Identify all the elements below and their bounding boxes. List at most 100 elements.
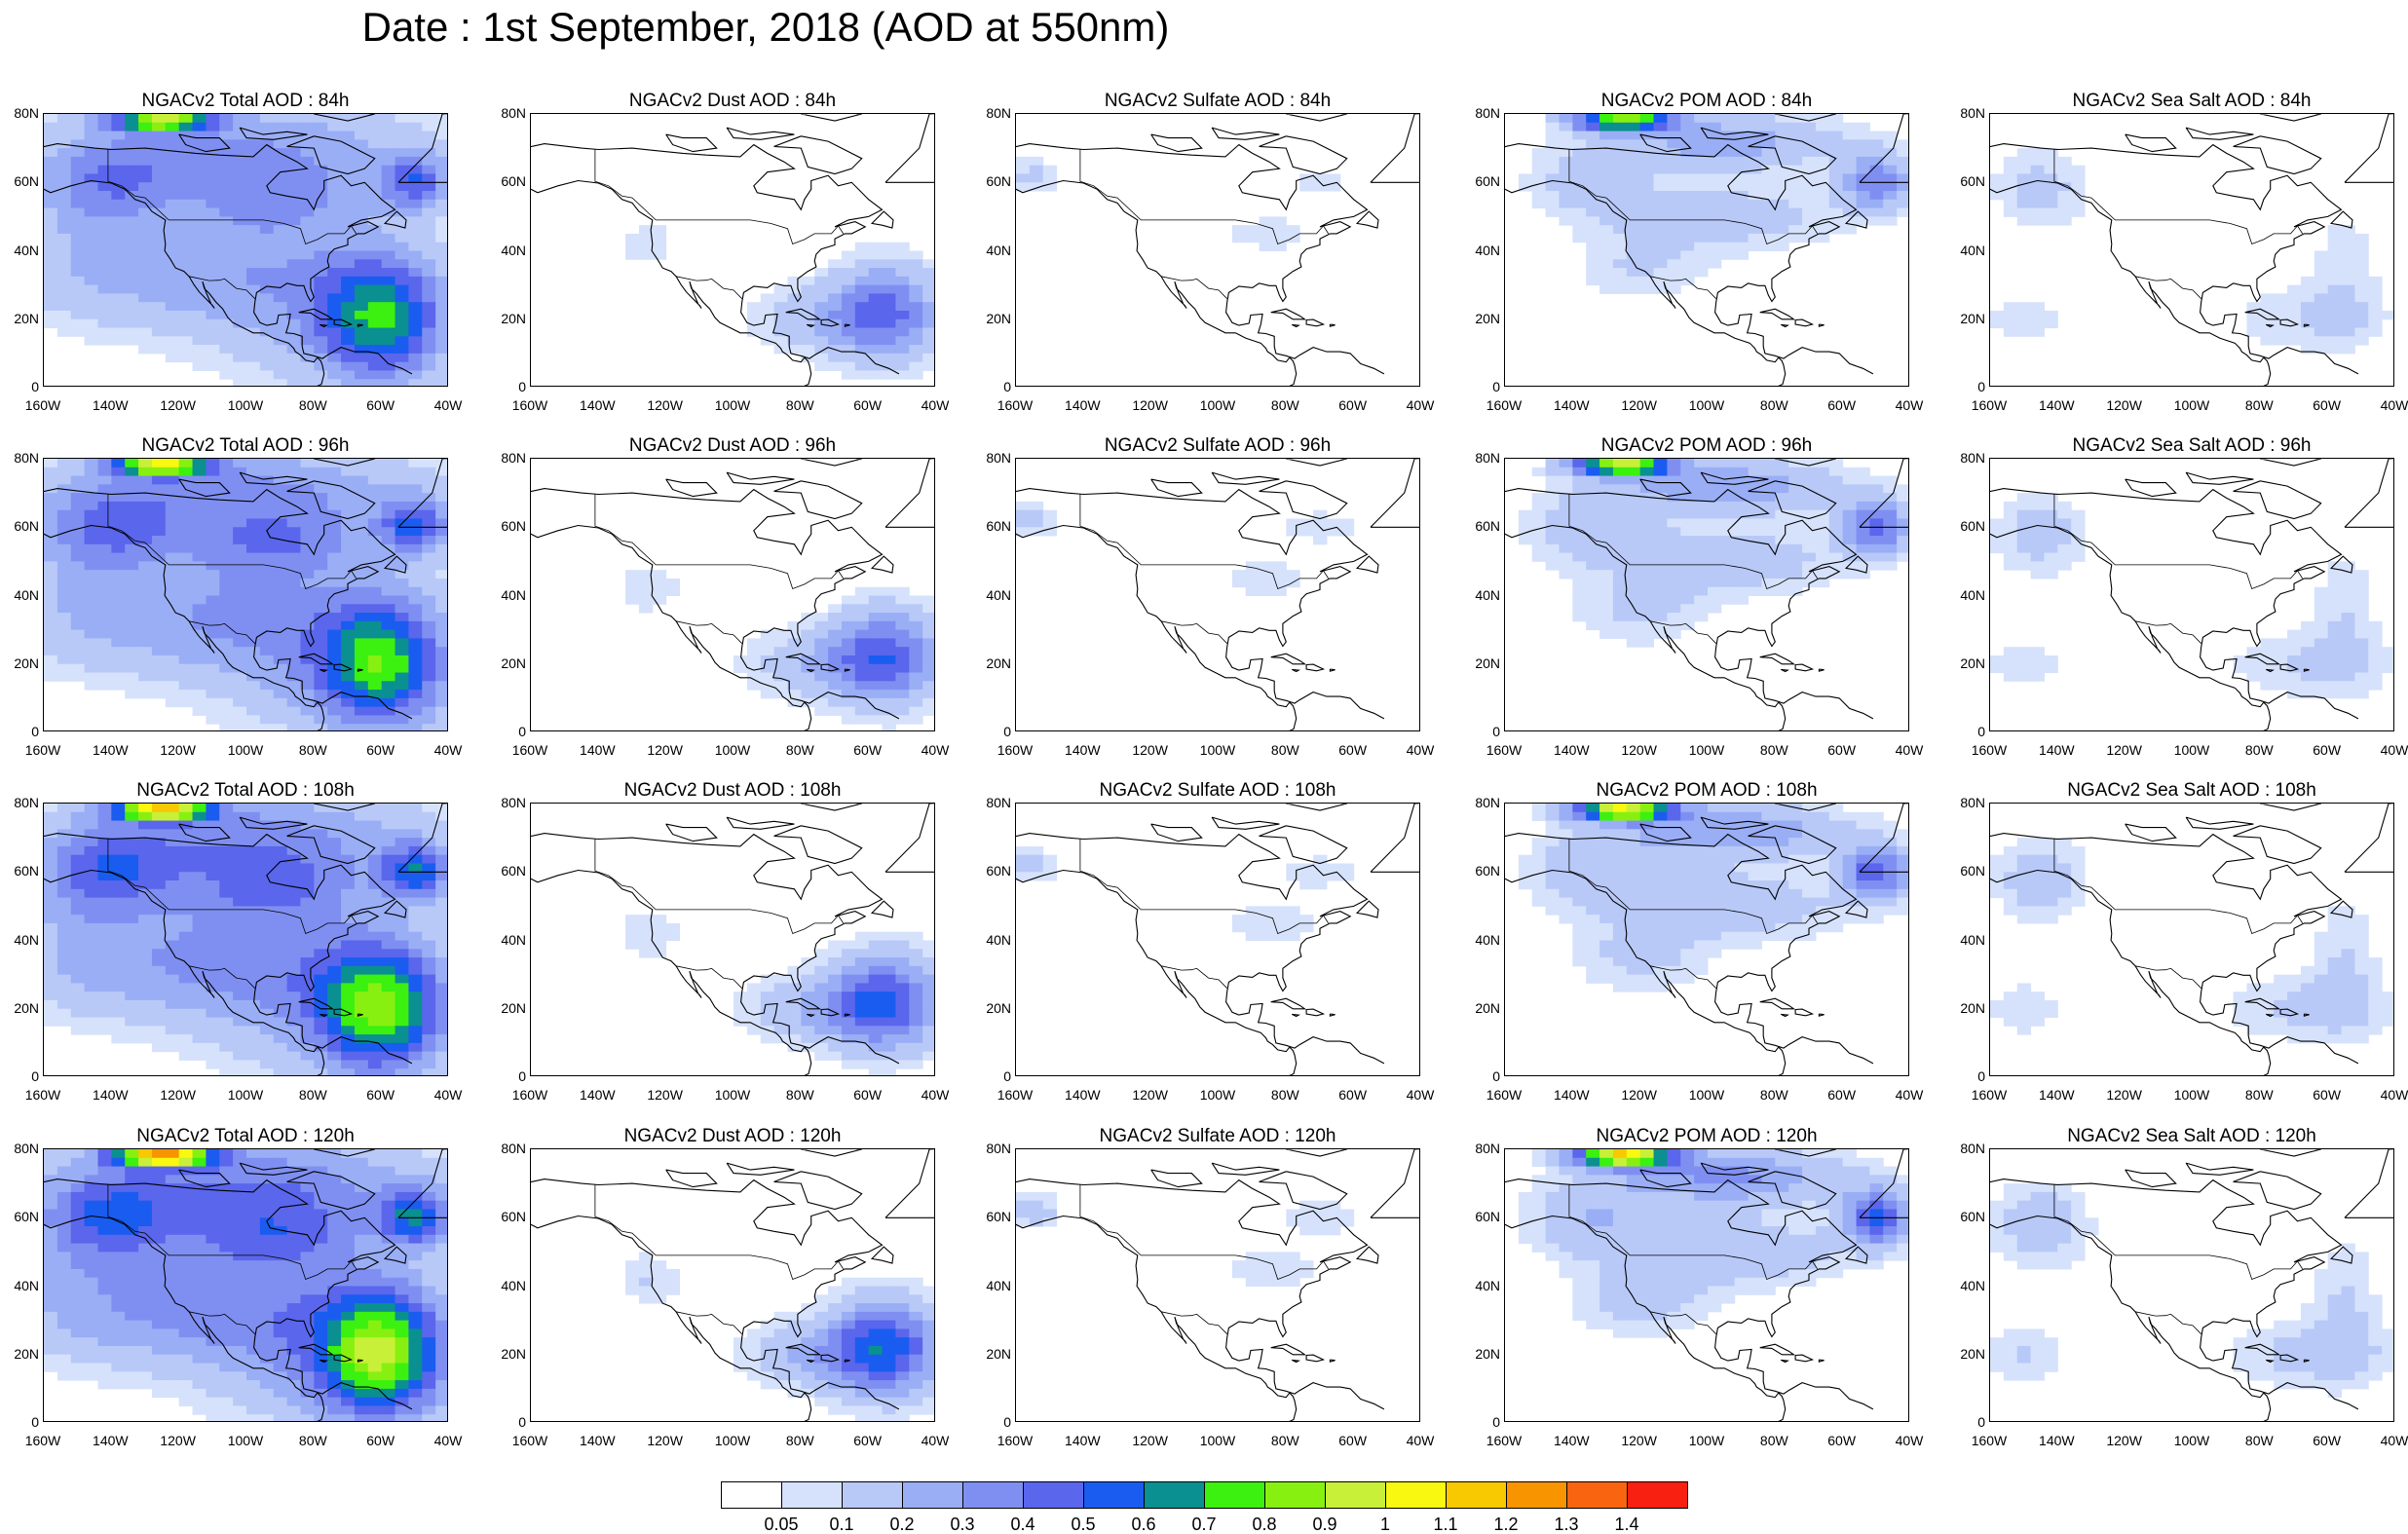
lat-tick-label: 0 [31,379,39,394]
aod-cell [381,379,396,386]
aod-cell [895,647,910,656]
aod-cell [1990,182,2005,192]
aod-cell [1694,536,1709,545]
aod-cell [233,706,247,716]
aod-cell [165,940,180,950]
aod-cell [84,681,98,691]
aod-cell [422,148,436,158]
aod-cell [909,604,923,614]
aod-cell [246,872,261,881]
aod-cell [2044,182,2058,192]
aod-cell [1680,561,1695,571]
aod-cell [206,199,220,209]
aod-cell [408,991,423,1001]
aod-cell [367,681,383,691]
lon-tick-label: 160W [511,1087,548,1103]
aod-cell [854,638,870,648]
aod-cell [1828,173,1844,183]
aod-cell [1990,310,2005,320]
aod-cell [1559,191,1573,201]
aod-cell [314,259,328,269]
aod-cell [138,191,153,201]
aod-cell [125,811,139,822]
aod-cell [773,655,788,665]
aod-cell [2071,527,2086,537]
aod-cell [787,1042,802,1053]
aod-cell [1599,268,1614,278]
aod-cell [233,543,247,554]
aod-cell [97,552,112,562]
aod-cell [97,310,112,320]
aod-cell [111,561,126,571]
aod-cell [327,336,342,346]
aod-cell [2354,268,2369,278]
aod-cell [1694,250,1709,260]
aod-cell [2044,509,2058,519]
aod-cell [734,655,748,665]
aod-cell [44,207,58,217]
aod-cell [97,182,112,192]
aod-cell [1802,501,1817,511]
aod-cell [381,501,396,511]
aod-cell [814,620,829,631]
aod-cell [828,706,843,716]
aod-cell [178,536,194,545]
aod-cell [70,475,86,485]
aod-cell [219,361,234,371]
aod-cell [1653,570,1668,580]
aod-cell [70,888,86,899]
aod-cell [2354,613,2369,622]
aod-cell [219,570,234,580]
aod-cell [1842,148,1858,158]
aod-cell [219,690,234,699]
aod-cell [165,493,180,503]
aod-cell [787,663,802,674]
aod-cell [84,1026,98,1035]
aod-cell [1612,250,1628,260]
aod-cell [638,595,654,605]
aod-cell [367,131,383,140]
aod-cell [1869,484,1884,494]
aod-cell [408,811,423,822]
aod-cell [814,310,829,320]
aod-cell [192,336,207,346]
aod-cell [233,310,247,320]
aod-cell [2314,302,2329,312]
aod-cell [314,459,328,468]
aod-cell [56,965,72,976]
aod-cell [1572,131,1587,140]
aod-cell [652,570,667,580]
aod-cell [1694,225,1709,235]
aod-cell [435,638,447,648]
aod-cell [314,983,328,992]
aod-cell [219,578,234,588]
aod-cell [246,983,261,992]
aod-cell [1531,518,1547,528]
aod-cell [381,715,396,725]
aod-cell [138,148,153,158]
aod-cell [1586,173,1600,183]
aod-cell [327,888,342,899]
aod-cell [2260,638,2275,648]
aod-cell [367,829,383,839]
aod-cell [125,191,139,201]
aod-cell [165,131,180,140]
aod-cell [2260,327,2275,337]
aod-cell [381,983,396,992]
aod-cell [814,276,829,286]
aod-cell [354,897,369,907]
aod-cell [1815,467,1830,477]
aod-cell [1856,216,1870,226]
aod-cell [1815,561,1830,571]
aod-cell [381,829,396,839]
coastline [1505,179,1787,386]
aod-cell [327,655,342,665]
aod-cell [801,1008,815,1019]
aod-cell [746,655,762,665]
aod-cell [1720,216,1736,226]
aod-cell [273,595,288,605]
aod-cell [2003,527,2018,537]
aod-cell [219,493,234,503]
aod-cell [259,940,275,950]
aod-cell [286,379,301,386]
